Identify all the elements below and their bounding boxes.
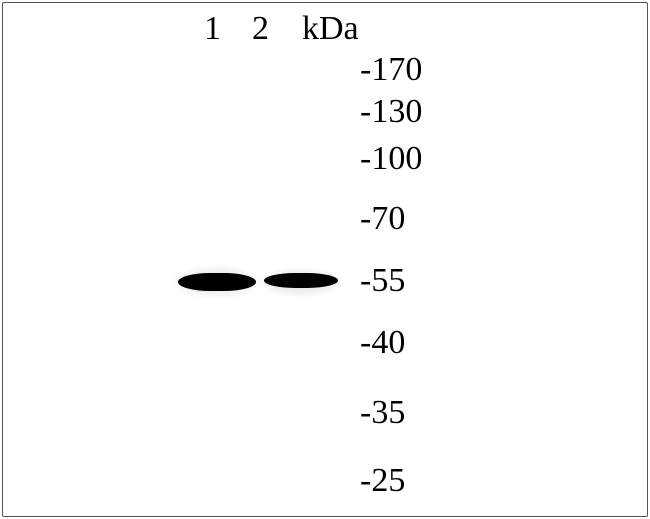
marker-70: -70 <box>360 200 405 238</box>
marker-130: -130 <box>360 93 422 131</box>
blot-container: 1 2 kDa -170 -130 -100 -70 -55 -40 -35 -… <box>0 0 650 519</box>
marker-100: -100 <box>360 140 422 178</box>
marker-25: -25 <box>360 462 405 500</box>
marker-40: -40 <box>360 324 405 362</box>
marker-170: -170 <box>360 51 422 89</box>
lane-label-2: 2 <box>252 10 269 48</box>
lane-label-1: 1 <box>204 10 221 48</box>
marker-35: -35 <box>360 394 405 432</box>
image-frame <box>2 2 648 517</box>
band-lane1 <box>178 273 256 291</box>
band-lane2 <box>264 273 338 288</box>
kda-label: kDa <box>302 10 359 48</box>
marker-55: -55 <box>360 262 405 300</box>
